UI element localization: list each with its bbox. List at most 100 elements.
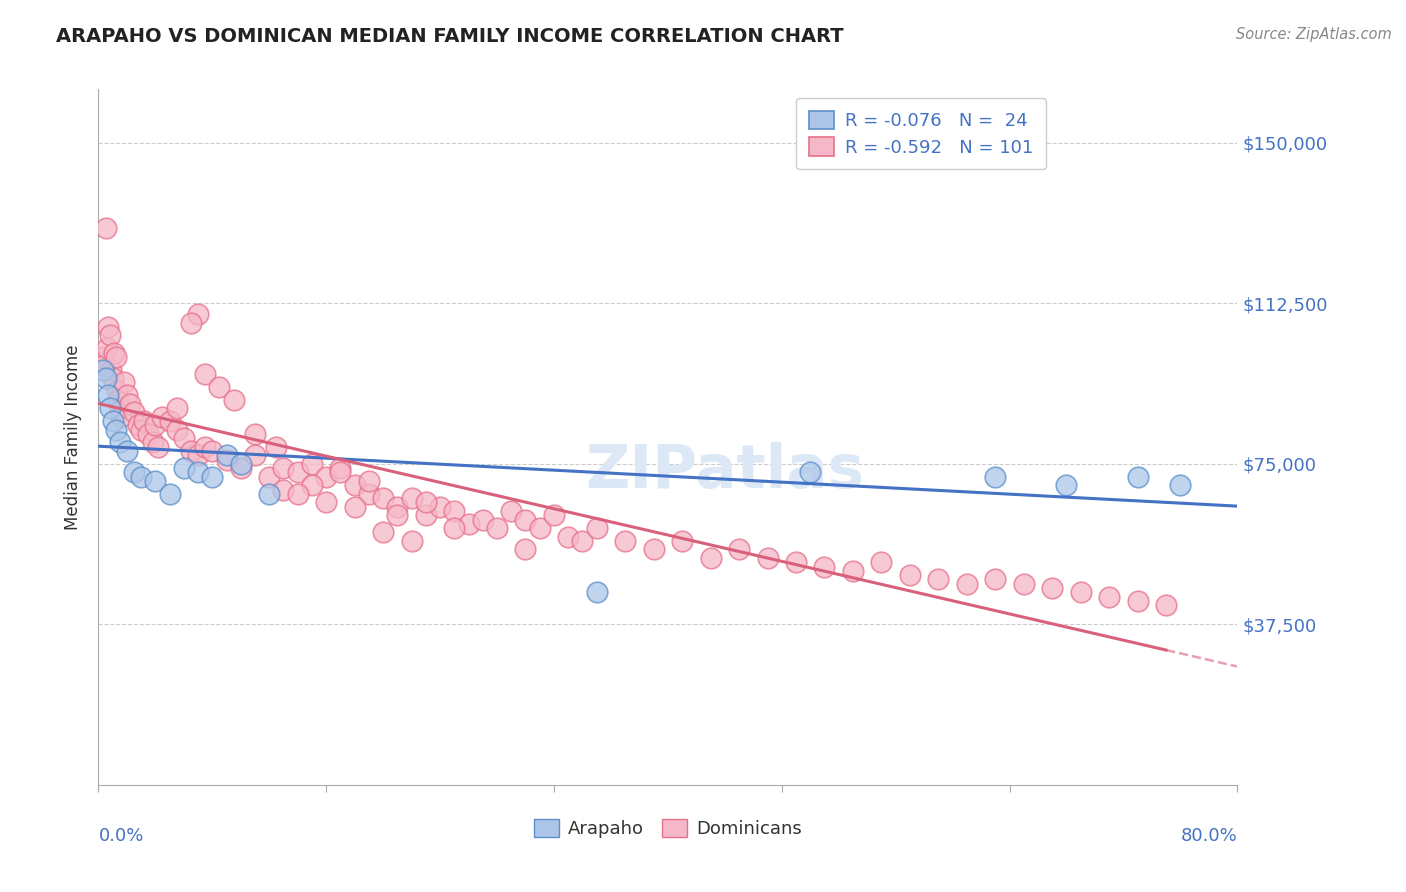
Point xyxy=(956,576,979,591)
Point xyxy=(243,426,266,441)
Point xyxy=(229,461,252,475)
Point xyxy=(94,371,117,385)
Point xyxy=(208,380,231,394)
Point xyxy=(222,392,245,407)
Point xyxy=(148,440,170,454)
Point xyxy=(122,405,145,419)
Point xyxy=(129,423,152,437)
Point xyxy=(443,521,465,535)
Point xyxy=(728,542,751,557)
Point xyxy=(243,448,266,462)
Point xyxy=(1040,581,1063,595)
Point xyxy=(1070,585,1092,599)
Point xyxy=(443,504,465,518)
Point xyxy=(315,495,337,509)
Point xyxy=(159,487,181,501)
Point xyxy=(1098,590,1121,604)
Point xyxy=(136,426,159,441)
Point xyxy=(301,457,323,471)
Point xyxy=(194,367,217,381)
Point xyxy=(91,350,114,364)
Point xyxy=(1170,478,1192,492)
Point xyxy=(357,474,380,488)
Point xyxy=(785,555,807,569)
Point xyxy=(266,440,288,454)
Point xyxy=(141,435,163,450)
Point xyxy=(215,452,238,467)
Point xyxy=(387,508,409,523)
Point xyxy=(1154,598,1177,612)
Point xyxy=(898,568,921,582)
Point xyxy=(287,466,309,480)
Point xyxy=(515,542,537,557)
Point xyxy=(152,409,174,424)
Point xyxy=(870,555,893,569)
Point xyxy=(180,316,202,330)
Point xyxy=(571,533,593,548)
Point xyxy=(501,504,523,518)
Point xyxy=(984,573,1007,587)
Text: 80.0%: 80.0% xyxy=(1181,827,1237,845)
Point xyxy=(107,392,129,407)
Point xyxy=(457,516,479,531)
Point xyxy=(329,461,352,475)
Point xyxy=(104,350,127,364)
Point xyxy=(104,423,127,437)
Point xyxy=(97,388,120,402)
Point xyxy=(486,521,509,535)
Point xyxy=(173,461,195,475)
Point xyxy=(273,461,295,475)
Point xyxy=(1056,478,1078,492)
Point xyxy=(110,409,132,424)
Point xyxy=(215,448,238,462)
Point xyxy=(259,469,281,483)
Point xyxy=(118,397,141,411)
Point xyxy=(115,388,138,402)
Legend: Arapaho, Dominicans: Arapaho, Dominicans xyxy=(526,812,810,846)
Point xyxy=(756,551,779,566)
Point xyxy=(585,521,607,535)
Point xyxy=(927,573,949,587)
Point xyxy=(94,221,117,235)
Point xyxy=(1012,576,1035,591)
Point xyxy=(387,500,409,514)
Point xyxy=(301,478,323,492)
Point xyxy=(129,469,152,483)
Point xyxy=(329,466,352,480)
Point xyxy=(614,533,637,548)
Point xyxy=(93,359,115,373)
Point xyxy=(127,418,149,433)
Point xyxy=(643,542,665,557)
Point xyxy=(371,525,394,540)
Point xyxy=(173,431,195,445)
Text: ZIPatlas: ZIPatlas xyxy=(585,442,865,501)
Point xyxy=(543,508,565,523)
Text: ARAPAHO VS DOMINICAN MEDIAN FAMILY INCOME CORRELATION CHART: ARAPAHO VS DOMINICAN MEDIAN FAMILY INCOM… xyxy=(56,27,844,45)
Point xyxy=(357,487,380,501)
Point xyxy=(585,585,607,599)
Point xyxy=(187,307,209,321)
Point xyxy=(132,414,155,428)
Point xyxy=(187,466,209,480)
Point xyxy=(96,341,118,355)
Point xyxy=(180,444,202,458)
Point xyxy=(229,457,252,471)
Point xyxy=(401,533,423,548)
Point xyxy=(401,491,423,505)
Point xyxy=(429,500,451,514)
Point xyxy=(98,401,121,416)
Point xyxy=(557,530,579,544)
Point xyxy=(97,319,120,334)
Point xyxy=(984,469,1007,483)
Point xyxy=(122,466,145,480)
Point xyxy=(415,495,437,509)
Point xyxy=(103,345,125,359)
Point xyxy=(159,414,181,428)
Point xyxy=(194,440,217,454)
Point xyxy=(201,469,224,483)
Point xyxy=(101,414,124,428)
Point xyxy=(108,435,131,450)
Point xyxy=(201,444,224,458)
Point xyxy=(842,564,865,578)
Point xyxy=(699,551,721,566)
